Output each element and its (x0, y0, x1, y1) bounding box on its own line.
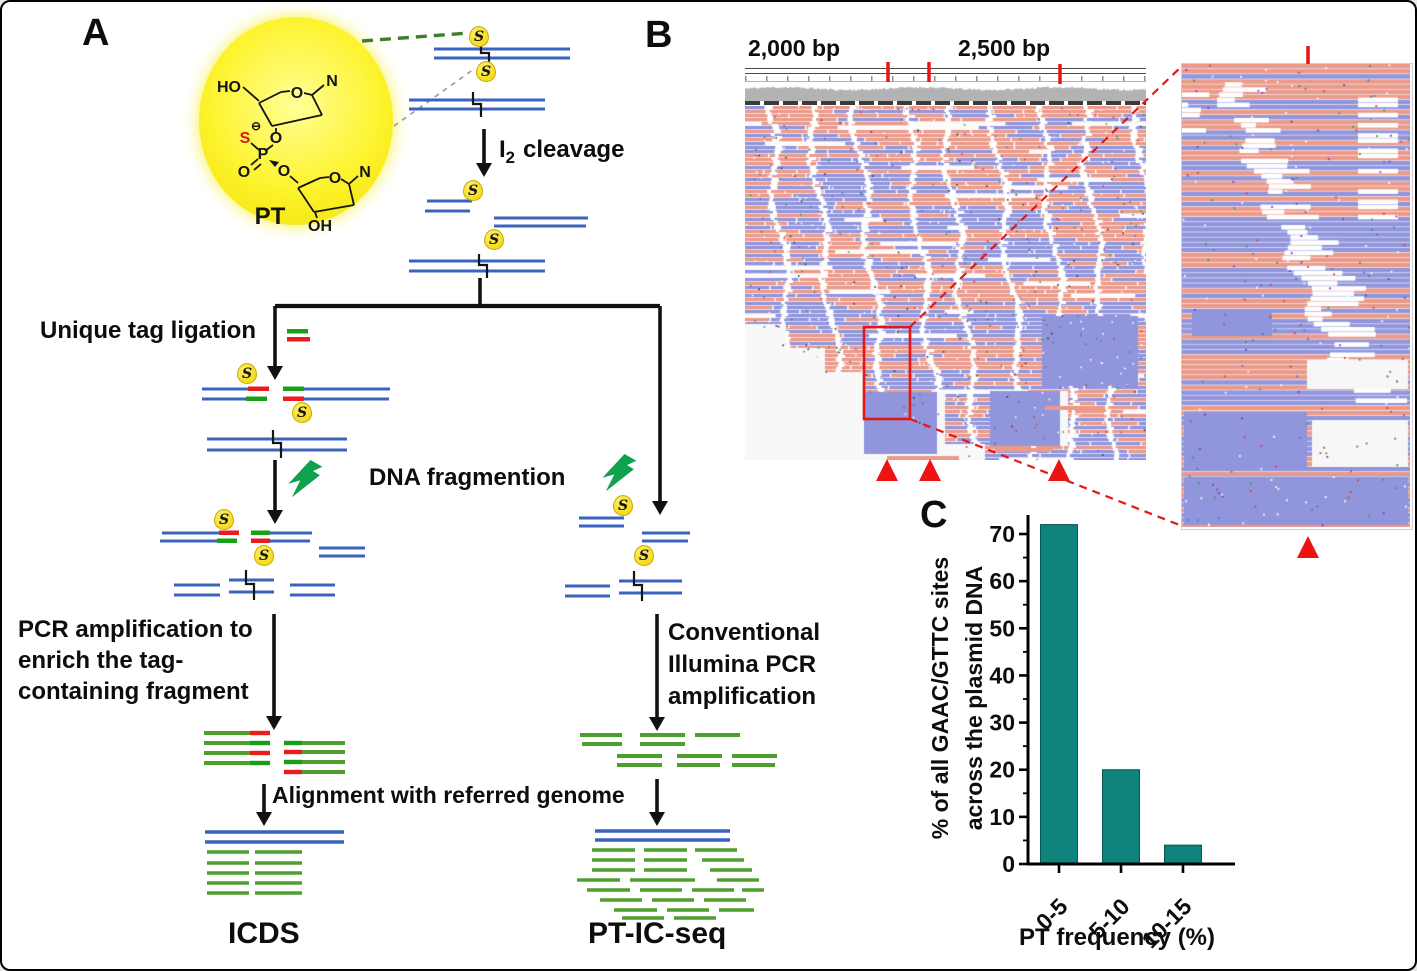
alignment-label: Alignment with referred genome (272, 782, 625, 808)
gray-dashed-callout (393, 68, 475, 127)
chem-oh-label: OH (308, 218, 332, 235)
chem-pt-label: PT (255, 203, 286, 230)
pt-site-badge: S (613, 495, 633, 516)
pt-site-badge: S (634, 545, 654, 566)
chem-o-ring1-label: O (291, 85, 303, 102)
pt-site-badge: S (237, 363, 257, 384)
ruler-right-label: 2,500 bp (958, 35, 1051, 61)
chem-o-link-label: O (270, 130, 282, 147)
chem-minus-charge: ⊖ (251, 119, 261, 133)
chem-s-label: S (240, 130, 251, 147)
pt-site-badge: S (254, 545, 274, 566)
dna-fragmentation-label: DNA fragmention (369, 464, 566, 491)
i2-cleavage-label: I2 cleavage (499, 136, 625, 167)
pt-site-badge: S (292, 402, 312, 423)
svg-text:60: 60 (989, 568, 1015, 594)
chart-y-axis-label-line1: % of all GAAC/GTTC sites (927, 556, 953, 840)
pt-site-badge: S (463, 180, 483, 201)
fragmentation-bolt-icon (288, 454, 637, 498)
ruler-left-label: 2,000 bp (748, 35, 841, 61)
icds-label: ICDS (228, 917, 300, 950)
chem-n-ring2-label: N (359, 164, 371, 181)
chart-x-axis-label: PT frequency (%) (1018, 924, 1216, 951)
green-dashed-callout (361, 31, 470, 43)
panel-a-label: A (82, 12, 110, 54)
chem-o-ester-label: O (278, 163, 290, 180)
chem-o-ring2-label: O (329, 170, 341, 187)
dna-duplexes (160, 47, 730, 844)
pt-site-badge: S (469, 26, 489, 47)
pt-site-badge: S (214, 509, 234, 530)
svg-text:40: 40 (989, 662, 1015, 688)
chem-ho-label: HO (217, 79, 241, 96)
pt-chemical-structure: HO O N O P O O O N OH S ⊖ PT (217, 73, 371, 235)
unique-tag-ligation-label: Unique tag ligation (40, 317, 256, 344)
chem-o-double-label: O (238, 164, 250, 181)
panel-b-label: B (645, 14, 673, 56)
pt-ic-seq-label: PT-IC-seq (588, 917, 727, 950)
tag-caps (217, 329, 310, 775)
svg-text:20: 20 (989, 757, 1015, 783)
flow-arrows (256, 129, 668, 826)
svg-text:10: 10 (989, 804, 1015, 830)
pt-site-badge: S (484, 229, 504, 250)
chem-n-ring1-label: N (326, 73, 338, 90)
svg-text:0: 0 (1002, 851, 1015, 877)
conventional-pcr-label: Conventional Illumina PCR amplification (668, 619, 821, 710)
chart-y-axis-label-line2: across the plasmid DNA (961, 565, 987, 831)
svg-text:30: 30 (989, 710, 1015, 736)
pt-site-badge: S (476, 61, 496, 82)
svg-text:70: 70 (989, 521, 1015, 547)
alignment-inset (1182, 64, 1410, 527)
green-fragments (204, 731, 777, 920)
chem-p-label: P (258, 146, 269, 163)
pcr-amplification-label: PCR amplification to enrich the tag- con… (18, 616, 253, 705)
svg-text:50: 50 (989, 615, 1015, 641)
